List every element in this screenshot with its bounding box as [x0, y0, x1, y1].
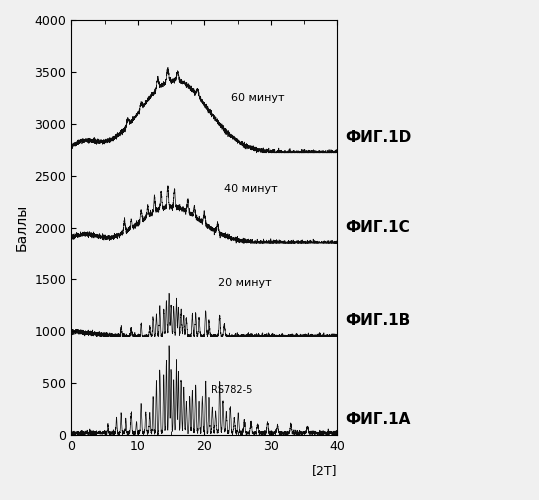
Text: ФИГ.1A: ФИГ.1A [345, 412, 411, 427]
Text: [2T]: [2T] [312, 464, 337, 477]
Text: 60 минут: 60 минут [231, 93, 285, 103]
Y-axis label: Баллы: Баллы [15, 204, 29, 251]
Text: ФИГ.1C: ФИГ.1C [345, 220, 410, 235]
Text: ФИГ.1D: ФИГ.1D [345, 130, 412, 145]
Text: 20 минут: 20 минут [218, 278, 271, 287]
Text: 40 минут: 40 минут [224, 184, 278, 194]
Text: ФИГ.1B: ФИГ.1B [345, 314, 411, 328]
Text: RS782-5: RS782-5 [211, 386, 252, 396]
